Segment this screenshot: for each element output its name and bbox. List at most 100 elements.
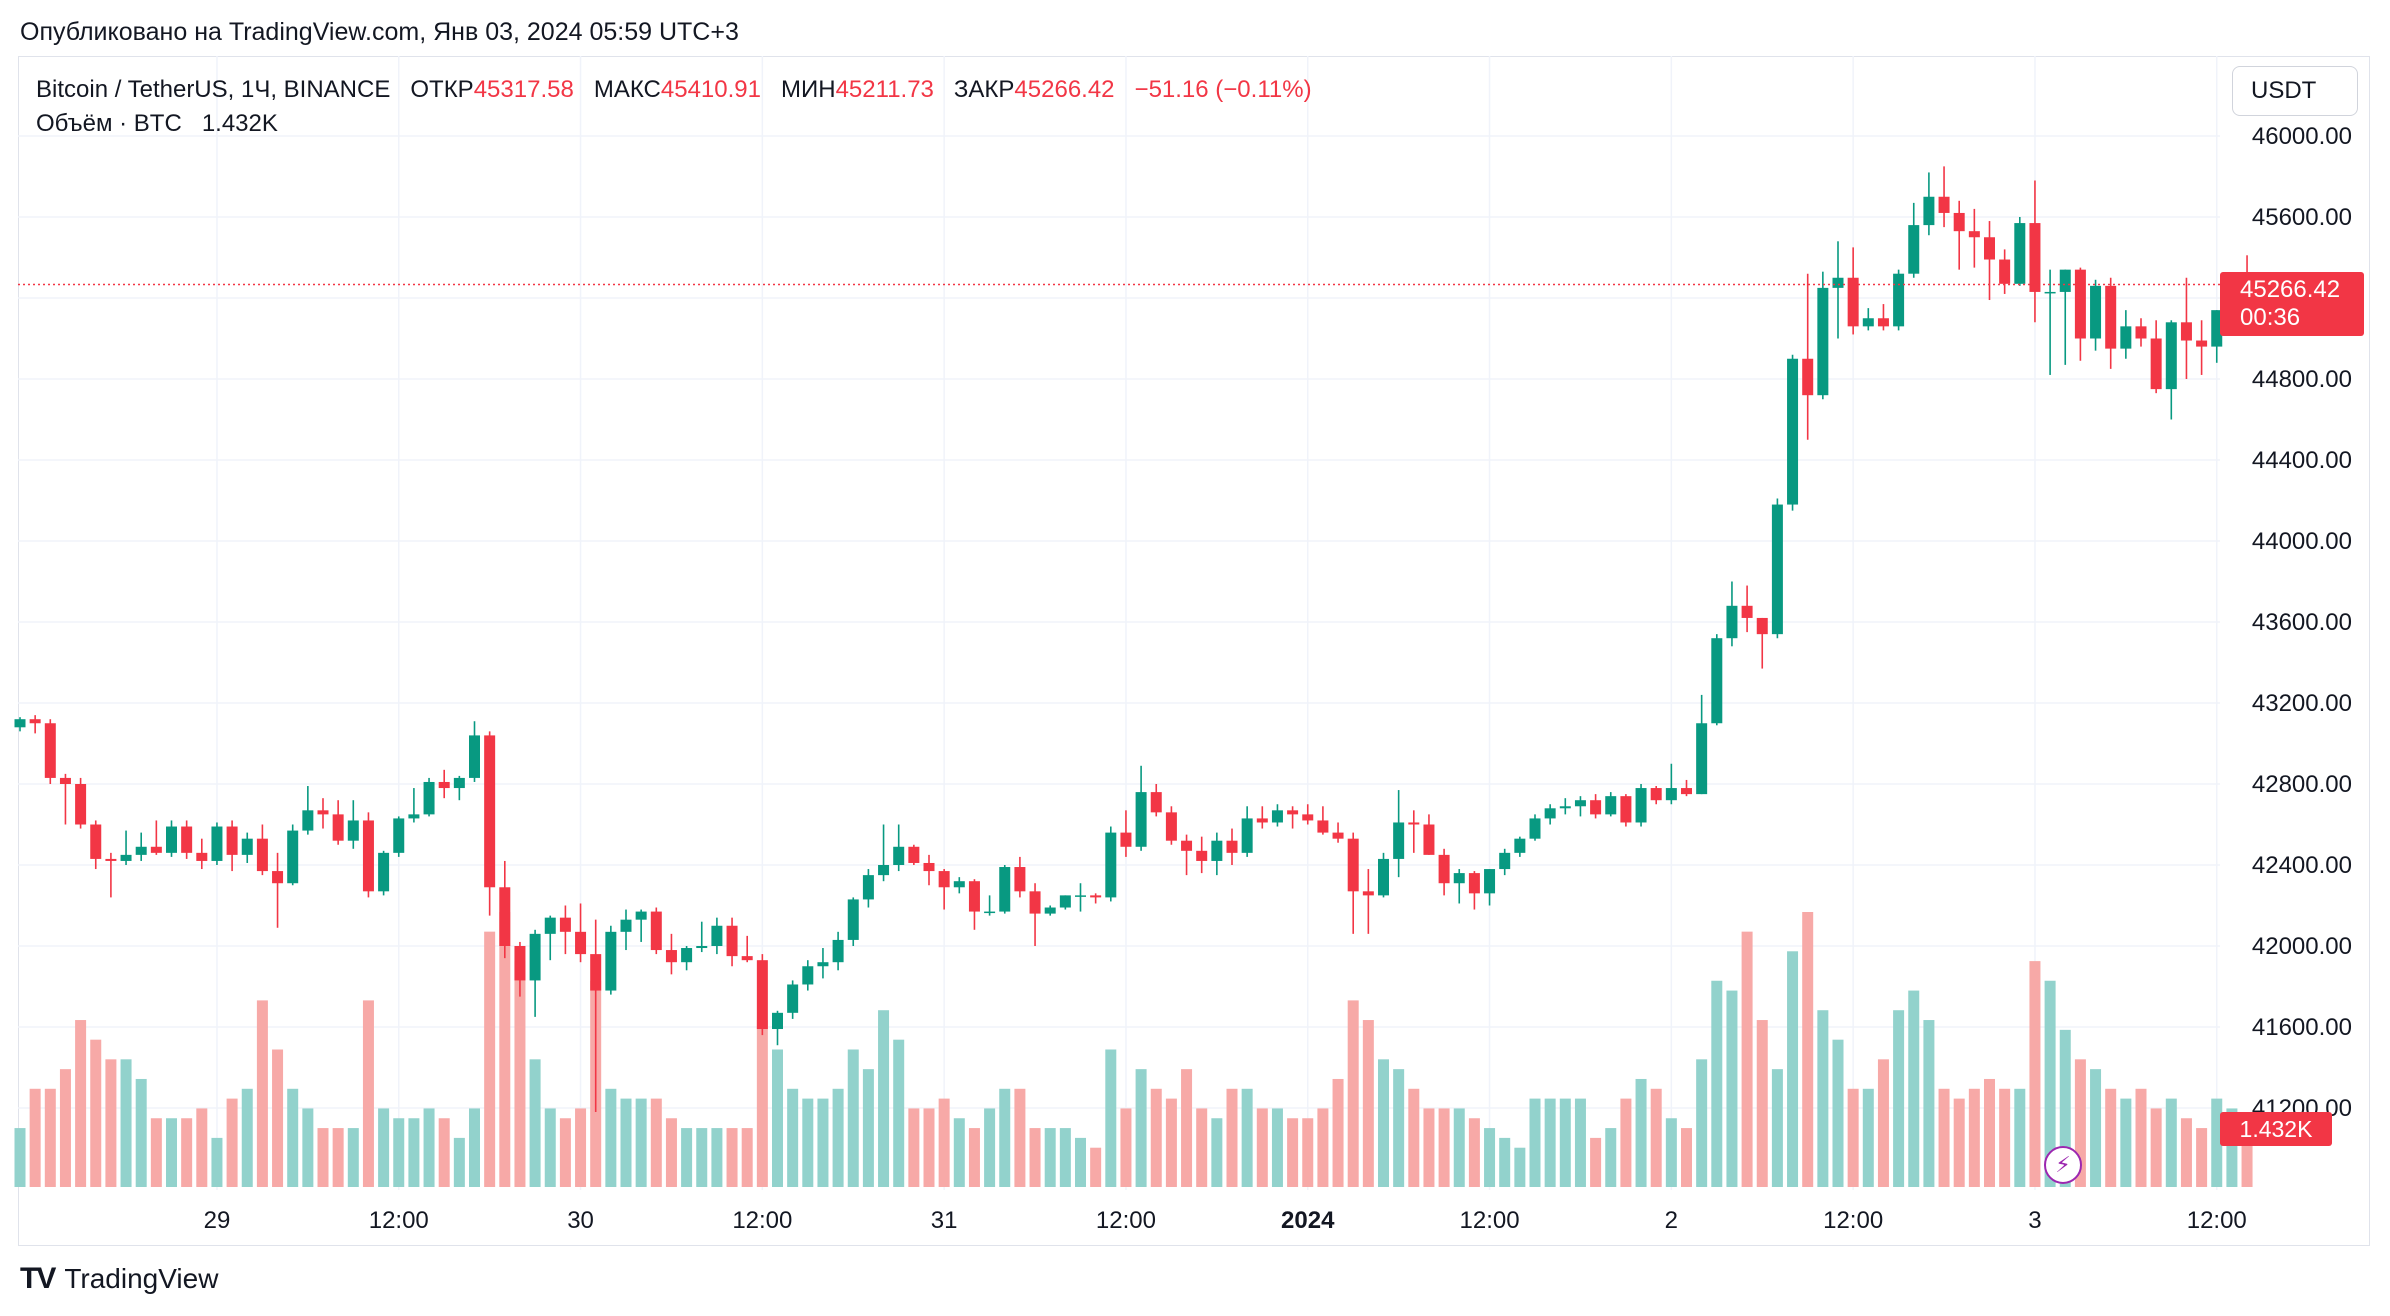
volume-bar (878, 1010, 890, 1187)
candle-body (90, 824, 102, 859)
candle-body (878, 865, 890, 876)
volume-bar (1726, 990, 1738, 1187)
volume-legend: Объём · BTC 1.432K (36, 110, 278, 138)
lightning-icon[interactable]: ⚡ (2044, 1146, 2082, 1184)
volume-bar (59, 1069, 71, 1187)
volume-bar (272, 1049, 284, 1187)
volume-bar (1984, 1078, 1995, 1187)
candle-body (135, 846, 147, 855)
candle-body (453, 777, 465, 789)
volume-bar (1999, 1088, 2011, 1187)
candle-body (1877, 318, 1889, 327)
volume-bar (2044, 980, 2056, 1187)
volume-bar (2196, 1128, 2208, 1187)
volume-bar (802, 1098, 814, 1187)
candle-body (1014, 867, 1026, 892)
candle-body (408, 814, 420, 819)
tradingview-logo-icon: TV (20, 1262, 56, 1295)
volume-bar (1635, 1078, 1647, 1187)
volume-bar (1574, 1098, 1586, 1187)
volume-bar (544, 1108, 556, 1187)
candle-body (1165, 812, 1177, 841)
symbol-title[interactable]: Bitcoin / TetherUS, 1Ч, BINANCE (36, 76, 391, 103)
candle-body (1317, 820, 1329, 833)
volume-bar (1484, 1128, 1496, 1187)
candle-body (1438, 854, 1450, 884)
candle-body (559, 917, 571, 932)
volume-bar (1923, 1020, 1935, 1187)
candle-body (1590, 800, 1602, 815)
currency-button[interactable]: USDT (2232, 66, 2358, 116)
candle-body (2120, 326, 2132, 349)
candle-body (1696, 723, 1708, 795)
candle-body (1802, 358, 1814, 396)
x-tick-label: 12:00 (1460, 1207, 1520, 1234)
volume-bar (90, 1039, 102, 1187)
candle-body (1332, 832, 1344, 839)
volume-bar (1771, 1069, 1783, 1187)
volume-bar (211, 1137, 223, 1187)
volume-bar (150, 1118, 162, 1187)
volume-bar (559, 1118, 571, 1187)
volume-bar (1423, 1108, 1435, 1187)
volume-bar (908, 1108, 920, 1187)
brand-name: TradingView (64, 1263, 219, 1294)
volume-bar (226, 1098, 238, 1187)
time-axis[interactable]: 29 12:00 30 12:00 31 12:00 2024 12:00 2 12:00 3 12:… (204, 1207, 2247, 1234)
x-tick-label: 2024 (1281, 1207, 1335, 1234)
candle-body (923, 862, 935, 872)
volume-bar (1499, 1137, 1511, 1187)
volume-bar (287, 1088, 299, 1187)
volume-bar (256, 1000, 268, 1187)
candle-body (1771, 504, 1783, 635)
volume-bar (499, 912, 511, 1187)
candle-body (1378, 858, 1389, 896)
volume-bar (29, 1088, 41, 1187)
volume-bar (1226, 1088, 1238, 1187)
candle-body (1090, 895, 1102, 898)
volume-bar (1681, 1128, 1692, 1187)
candle-body (1514, 838, 1526, 853)
high-label: МАКС (593, 76, 661, 103)
candle-body (44, 723, 56, 778)
candle-body (893, 846, 905, 865)
candle-body (196, 852, 208, 861)
y-tick-label: 44400.00 (2252, 447, 2352, 474)
candle-body (256, 838, 268, 872)
grid-lines (18, 56, 2220, 1190)
volume-bar (711, 1128, 723, 1187)
candle-body (226, 826, 238, 855)
change-value: −51.16 (−0.11%) (1134, 76, 1312, 103)
volume-bar (241, 1088, 253, 1187)
volume-bar (1938, 1088, 1950, 1187)
volume-bar (1438, 1108, 1450, 1187)
volume-bar (1241, 1088, 1253, 1187)
volume-bar (2105, 1088, 2117, 1187)
volume-bar (1544, 1098, 1556, 1187)
volume-label[interactable]: Объём · BTC (36, 110, 182, 137)
candle-body (1393, 822, 1405, 859)
candle-body (1181, 840, 1193, 851)
candle-body (772, 1012, 783, 1030)
volume-bar (1393, 1069, 1405, 1187)
candle-body (575, 931, 587, 955)
volume-bar (196, 1108, 208, 1187)
volume-bar (620, 1098, 632, 1187)
volume-bar (650, 1098, 662, 1187)
volume-bar (44, 1088, 56, 1187)
candle-body (2044, 291, 2056, 294)
published-caption: Опубликовано на TradingView.com, Янв 03,… (20, 18, 739, 46)
candle-body (1787, 358, 1799, 505)
volume-bar (120, 1059, 132, 1187)
candle-body (787, 984, 799, 1013)
x-tick-label: 31 (931, 1207, 958, 1234)
candle-body (1423, 824, 1435, 855)
candle-body (984, 911, 996, 914)
candle-body (1029, 891, 1041, 914)
volume-bar (1802, 912, 1814, 1187)
candle-body (1135, 792, 1147, 847)
volume-bar (1877, 1059, 1889, 1187)
volume-bar (1408, 1088, 1420, 1187)
volume-bar (2059, 1029, 2071, 1187)
